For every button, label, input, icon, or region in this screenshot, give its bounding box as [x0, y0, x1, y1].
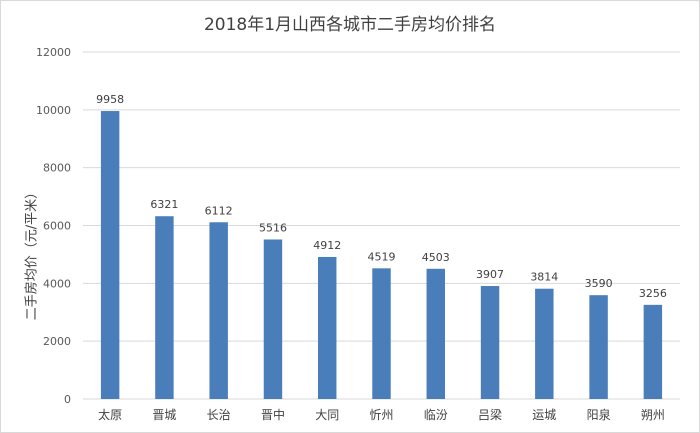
bars	[100, 111, 663, 399]
data-label: 3814	[530, 271, 558, 284]
y-tick-label: 2000	[43, 335, 71, 348]
x-tick-label: 长治	[207, 408, 231, 422]
y-tick-label: 4000	[43, 277, 71, 290]
chart-title: 2018年1月山西各城市二手房均价排名	[203, 15, 497, 35]
y-tick-label: 10000	[36, 104, 71, 117]
data-label: 4503	[422, 251, 450, 264]
x-tick-label: 阳泉	[587, 408, 611, 422]
y-tick-label: 8000	[43, 162, 71, 175]
bar	[100, 111, 120, 399]
bar	[209, 222, 228, 399]
data-label: 9958	[96, 93, 124, 106]
x-tick-label: 吕梁	[478, 407, 502, 422]
bar	[372, 268, 391, 399]
x-tick-label: 晋城	[152, 408, 176, 422]
x-axis-labels: 太原 晋城 长治 晋中 大同 忻州 临汾 吕梁 运城 阳泉 朔州	[98, 407, 665, 422]
x-tick-label: 太原	[98, 407, 122, 422]
x-tick-label: 朔州	[641, 407, 665, 422]
y-axis-ticks: 0 2000 4000 6000 8000 10000 12000	[36, 46, 71, 406]
bar	[263, 239, 283, 399]
y-tick-label: 12000	[36, 46, 71, 59]
data-label: 4519	[368, 250, 396, 263]
bar	[480, 286, 500, 399]
x-tick-label: 大同	[315, 408, 339, 422]
bar	[155, 216, 174, 399]
data-label: 5516	[259, 221, 287, 234]
data-label: 3256	[639, 287, 667, 300]
y-tick-label: 6000	[43, 220, 71, 233]
x-tick-label: 忻州	[369, 408, 393, 422]
data-label: 3590	[585, 277, 613, 290]
bar	[589, 295, 608, 399]
bar	[318, 256, 337, 399]
x-tick-label: 运城	[532, 408, 556, 422]
bar	[643, 304, 663, 399]
x-tick-label: 临汾	[424, 408, 448, 422]
bar	[426, 268, 445, 399]
data-label: 3907	[476, 268, 504, 281]
y-tick-label: 0	[64, 393, 71, 406]
data-labels: 9958 6321 6112 5516 4912 4519 4503 3907 3814 3590…	[96, 93, 667, 300]
bar	[535, 288, 554, 399]
data-label: 6321	[150, 198, 178, 211]
x-tick-label: 晋中	[261, 407, 285, 422]
data-label: 6112	[205, 204, 233, 217]
data-label: 4912	[313, 239, 341, 252]
